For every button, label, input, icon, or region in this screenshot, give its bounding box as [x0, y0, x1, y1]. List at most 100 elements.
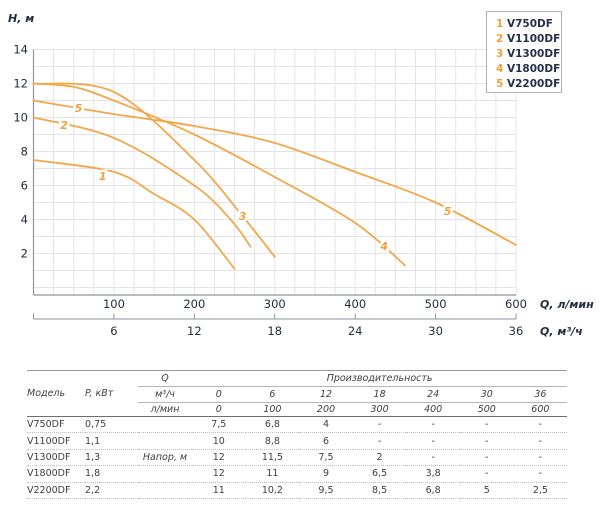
- header-m3h-value: 30: [459, 386, 514, 403]
- x2-tick-label: 24: [348, 324, 363, 338]
- y-tick-label: 14: [13, 43, 28, 57]
- x2-axis-title: Q, м³/ч: [540, 325, 583, 338]
- chart-legend: 1 V750DF 2 V1100DF 3 V1300DF 4 V1800DF 5 V2200DF: [486, 11, 562, 93]
- cell-value: -: [459, 449, 514, 467]
- cell-value: 6,8: [245, 416, 300, 434]
- header-m3h-value: 36: [513, 386, 568, 403]
- cell-value: -: [406, 432, 460, 450]
- x-tick-label: 600: [505, 297, 527, 311]
- legend-item: 1 V750DF: [496, 17, 561, 32]
- cell-value: 5: [459, 482, 514, 499]
- curve-label-V1300DF: 3: [239, 210, 247, 223]
- cell-value: -: [459, 465, 514, 483]
- x-axis-title: Q, л/мин: [540, 298, 594, 311]
- x2-tick-label: 12: [187, 324, 202, 338]
- cell-value: 8,8: [245, 432, 300, 450]
- header-lmin-value: 600: [513, 402, 568, 417]
- cell-value: 10,2: [245, 482, 300, 499]
- specs-table: Модель P, кВт Q Производительность м³/ч 0 6 12 1…: [27, 370, 568, 499]
- cell-model: V1300DF: [27, 449, 85, 467]
- curve-label-V1800DF: 4: [379, 240, 388, 253]
- curve-V1300DF: [32, 82, 276, 258]
- cell-value: -: [513, 416, 568, 434]
- cell-power: 0,75: [85, 416, 138, 434]
- curve-V2200DF: [32, 99, 517, 246]
- legend-curve-number: 2: [496, 33, 504, 45]
- curve-V1800DF: [32, 82, 406, 267]
- cell-value: 2,5: [513, 482, 568, 499]
- header-model: Модель: [27, 370, 85, 417]
- legend-model-name: V1300DF: [507, 48, 561, 60]
- curve-V750DF: [32, 159, 236, 270]
- table-header-row: Модель P, кВт Q Производительность: [27, 370, 568, 417]
- x2-tick-label: 6: [110, 324, 117, 338]
- legend-model-name: V1800DF: [507, 63, 561, 75]
- legend-item: 4 V1800DF: [496, 62, 561, 77]
- legend-item: 5 V2200DF: [496, 77, 561, 92]
- y-tick-label: 2: [21, 247, 28, 261]
- table-row: V1300DF 1,3 Напор, м 12 11,5 7,5 2- - -: [27, 449, 568, 467]
- curve-label-V750DF: 1: [99, 170, 107, 183]
- legend-curve-number: 4: [496, 63, 504, 75]
- cell-value: -: [352, 432, 407, 450]
- legend-item: 2 V1100DF: [496, 32, 561, 47]
- legend-model-name: V2200DF: [507, 78, 561, 90]
- header-performance: Производительность: [192, 370, 568, 387]
- y-tick-label: 12: [13, 77, 28, 91]
- cell-power: 1,1: [85, 432, 138, 450]
- header-m3h-value: 24: [406, 386, 460, 403]
- header-unit-lmin: л/мин: [138, 402, 192, 417]
- cell-value: -: [459, 416, 514, 434]
- cell-value: 9,5: [299, 482, 353, 499]
- legend-item: 3 V1300DF: [496, 47, 561, 62]
- header-power: P, кВт: [85, 370, 138, 417]
- cell-model: V2200DF: [27, 482, 85, 499]
- header-m3h-value: 12: [299, 386, 353, 403]
- cell-value: 2: [352, 449, 407, 467]
- header-lmin-value: 300: [352, 402, 407, 417]
- x-tick-label: 400: [344, 297, 366, 311]
- cell-value: 7,5: [299, 449, 353, 467]
- cell-model: V750DF: [27, 416, 85, 434]
- cell-value: 6,8: [406, 482, 460, 499]
- header-m3h-value: 6: [245, 386, 300, 403]
- table-row: V1800DF 1,8 12 11 9 6,5 3,8- -: [27, 465, 568, 483]
- cell-value: 4: [299, 416, 353, 434]
- header-lmin-value: 0: [192, 402, 246, 417]
- header-lmin-value: 500: [459, 402, 514, 417]
- header-lmin-value: 100: [245, 402, 300, 417]
- y-tick-label: 6: [21, 179, 28, 193]
- header-unit-m3h: м³/ч: [138, 386, 192, 403]
- cell-value: 7,5: [192, 416, 246, 434]
- cell-value: 3,8: [406, 465, 460, 483]
- table-row: V750DF 0,75 7,5 6,8 4- - - -: [27, 416, 568, 434]
- x-tick-label: 100: [103, 297, 125, 311]
- x-tick-label: 500: [425, 297, 447, 311]
- cell-value: -: [513, 449, 568, 467]
- cell-napor-spacer: [138, 432, 192, 450]
- header-m3h-value: 18: [352, 386, 407, 403]
- cell-napor-label: Напор, м: [138, 449, 192, 467]
- x2-tick-label: 18: [267, 324, 282, 338]
- legend-curve-number: 1: [496, 18, 504, 30]
- legend-curve-number: 5: [496, 78, 504, 90]
- y-axis-title: H, м: [8, 12, 34, 25]
- cell-power: 2,2: [85, 482, 138, 499]
- header-lmin-value: 400: [406, 402, 460, 417]
- cell-value: 9: [299, 465, 353, 483]
- cell-value: -: [459, 432, 514, 450]
- x2-tick-label: 36: [509, 324, 524, 338]
- header-q: Q: [138, 370, 192, 387]
- cell-value: 6,5: [352, 465, 407, 483]
- curve-label-V1100DF: 2: [60, 119, 68, 132]
- cell-value: -: [513, 465, 568, 483]
- cell-value: 6: [299, 432, 353, 450]
- cell-model: V1800DF: [27, 465, 85, 483]
- cell-napor-spacer: [138, 482, 192, 499]
- cell-value: 12: [192, 449, 246, 467]
- cell-napor-spacer: [138, 416, 192, 434]
- cell-value: 8,5: [352, 482, 407, 499]
- cell-value: 10: [192, 432, 246, 450]
